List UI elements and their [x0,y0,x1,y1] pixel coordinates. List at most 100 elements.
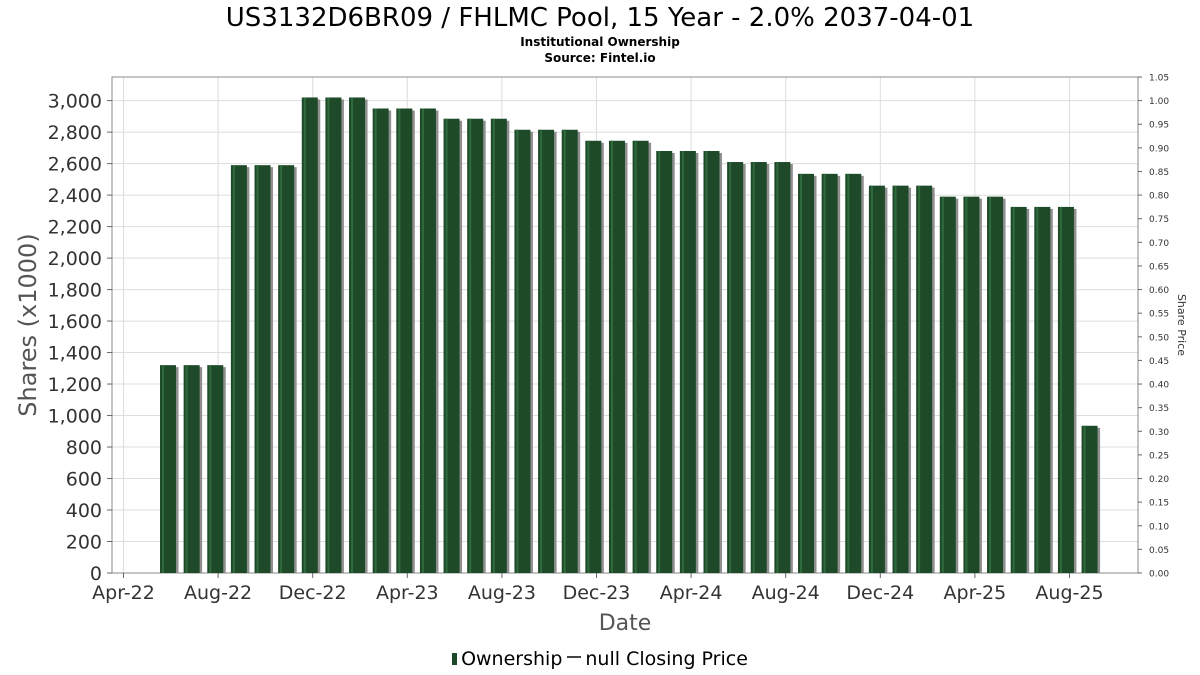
y-tick-label: 200 [66,532,102,554]
y2-tick-label: 0.75 [1149,215,1169,225]
bar-highlight [256,165,259,573]
price-legend-label: null Closing Price [585,648,748,670]
y2-tick-label: 0.90 [1149,144,1169,154]
chart-source: Source: Fintel.io [544,51,656,65]
legend: Ownership null Closing Price [0,648,1200,670]
y-tick-label: 600 [66,469,102,491]
y-tick-label: 1,400 [48,343,102,365]
y2-tick-label: 0.25 [1149,451,1169,461]
price-legend-line [567,656,582,658]
y2-tick-label: 0.00 [1149,570,1169,580]
y2-tick-label: 0.30 [1149,428,1169,438]
y-axis-ticks: 0 200 400 600 800 1,000 1,200 1,400 1,600 1,800 2,… [48,91,112,585]
y2-tick-label: 1.05 [1149,74,1169,84]
bar-highlight [1012,206,1015,573]
x-axis-ticks: Apr-22 Aug-22 Dec-22 Apr-23 Aug-23 Dec-23 Apr-… [92,573,1104,604]
x-tick-label: Aug-22 [184,582,252,604]
x-axis-label: Date [599,611,652,636]
bar-highlight [610,140,613,573]
y-tick-label: 400 [66,500,102,522]
bar-highlight [280,165,283,573]
bar-highlight [989,196,992,573]
x-tick-label: Aug-25 [1035,582,1103,604]
y2-tick-label: 0.40 [1149,381,1169,391]
bar-highlight [894,185,897,573]
bar-highlight [563,129,566,573]
y2-tick-label: 0.50 [1149,333,1169,343]
y-tick-label: 2,400 [48,185,102,207]
bar-highlight [469,118,472,573]
y2-axis-label: Share Price [1175,294,1188,356]
x-tick-label: Apr-22 [92,582,155,604]
chart-subtitle: Institutional Ownership [520,35,680,49]
x-tick-label: Aug-24 [752,582,820,604]
y2-axis-ticks: 0.00 0.05 0.10 0.15 0.20 0.25 0.30 0.35 0.40 0.45… [1138,74,1169,580]
y2-tick-label: 0.55 [1149,310,1169,320]
y-tick-label: 3,000 [48,91,102,113]
bar-highlight [658,151,661,573]
chart-title: US3132D6BR09 / FHLMC Pool, 15 Year - 2.0… [225,3,975,33]
y2-tick-label: 0.85 [1149,168,1169,178]
y-axis-label: Shares (x1000) [14,233,42,416]
y2-tick-label: 0.05 [1149,546,1169,556]
bar-highlight [209,365,212,573]
bar-highlight [729,162,732,573]
y2-tick-label: 0.10 [1149,522,1169,532]
y-tick-label: 1,800 [48,280,102,302]
bar-highlight [303,97,306,573]
y-tick-label: 2,800 [48,122,102,144]
bar-highlight [870,185,873,573]
ownership-bar [254,165,271,573]
y-tick-label: 2,600 [48,154,102,176]
bar-highlight [918,185,921,573]
x-tick-label: Apr-23 [376,582,439,604]
bar-highlight [823,173,826,574]
y-tick-label: 0 [90,563,102,585]
bar-highlight [492,118,495,573]
y2-tick-label: 0.95 [1149,121,1169,131]
bar-highlight [1059,206,1062,573]
bar-highlight [800,173,803,574]
y-tick-label: 2,200 [48,217,102,239]
bar-highlight [941,196,944,573]
ownership-legend-swatch [452,653,458,665]
y2-tick-label: 1.00 [1149,97,1169,107]
x-tick-label: Dec-22 [279,582,347,604]
bar-highlight [965,196,968,573]
x-tick-label: Dec-24 [846,582,914,604]
bar-highlight [1083,425,1086,573]
bar-highlight [752,162,755,573]
bar-highlight [776,162,779,573]
bar-highlight [587,140,590,573]
y2-tick-label: 0.80 [1149,192,1169,202]
bar-highlight [351,97,354,573]
bar-highlight [374,108,377,573]
y2-tick-label: 0.20 [1149,475,1169,485]
bar-highlight [847,173,850,574]
y2-tick-label: 0.65 [1149,262,1169,272]
y-tick-label: 800 [66,437,102,459]
x-tick-label: Aug-23 [468,582,536,604]
y2-tick-label: 0.45 [1149,357,1169,367]
bar-highlight [445,118,448,573]
y-tick-label: 1,600 [48,311,102,333]
ownership-chart: 0 200 400 600 800 1,000 1,200 1,400 1,600 1,800 2,… [14,74,1188,637]
ownership-legend-label: Ownership [461,648,563,670]
y2-tick-label: 0.70 [1149,239,1169,249]
bar-highlight [421,108,424,573]
bar-highlight [185,365,188,573]
y2-tick-label: 0.15 [1149,499,1169,509]
bar-highlight [398,108,401,573]
bar-highlight [705,151,708,573]
y2-tick-label: 0.35 [1149,404,1169,414]
bar-highlight [162,365,164,573]
x-tick-label: Apr-25 [944,582,1007,604]
y-tick-label: 1,200 [48,374,102,396]
x-tick-label: Apr-24 [660,582,723,604]
bar-highlight [1036,206,1039,573]
y-tick-label: 2,000 [48,248,102,270]
bar-highlight [681,151,684,573]
bar-highlight [540,129,543,573]
x-tick-label: Dec-23 [563,582,631,604]
bar-highlight [232,165,235,573]
